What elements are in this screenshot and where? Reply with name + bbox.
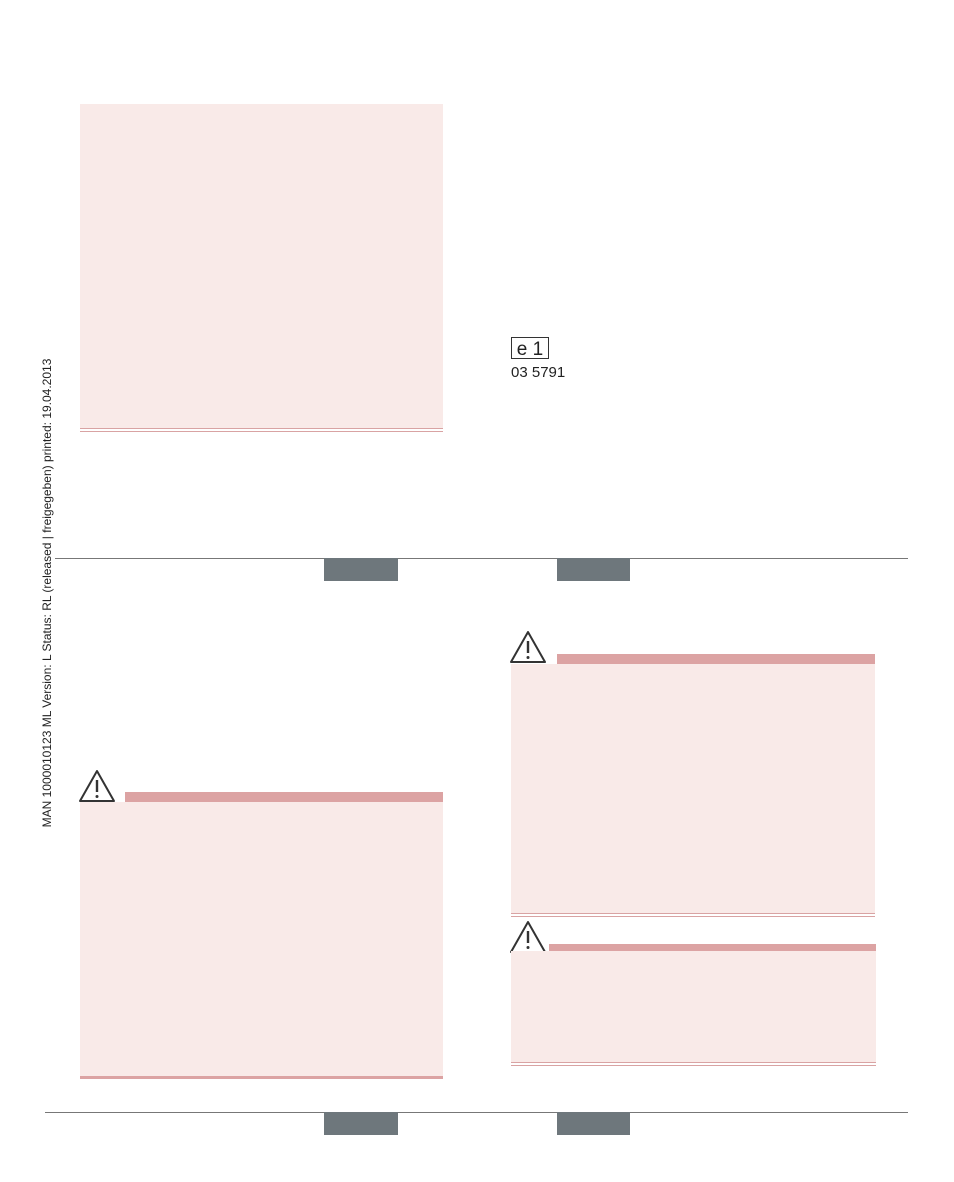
warning-icon [509, 630, 547, 664]
tab [324, 558, 398, 581]
tab [557, 1112, 630, 1135]
tab [324, 1112, 398, 1135]
note-box [80, 104, 443, 428]
sidebar-info: MAN 1000010123 ML Version: L Status: RL … [40, 358, 54, 827]
warning-box [80, 802, 443, 1076]
warning-icon [78, 769, 116, 803]
warning-box [511, 664, 875, 913]
warning-bar [549, 944, 876, 951]
approval-mark: e 1 [517, 339, 543, 360]
warning-icon [509, 920, 547, 954]
tab [557, 558, 630, 581]
approval-number: 03 5791 [511, 364, 565, 381]
warning-box [511, 951, 876, 1062]
rule [80, 1076, 443, 1079]
approval-box [511, 337, 549, 359]
warning-bar [557, 654, 875, 664]
warning-bar [125, 792, 443, 802]
